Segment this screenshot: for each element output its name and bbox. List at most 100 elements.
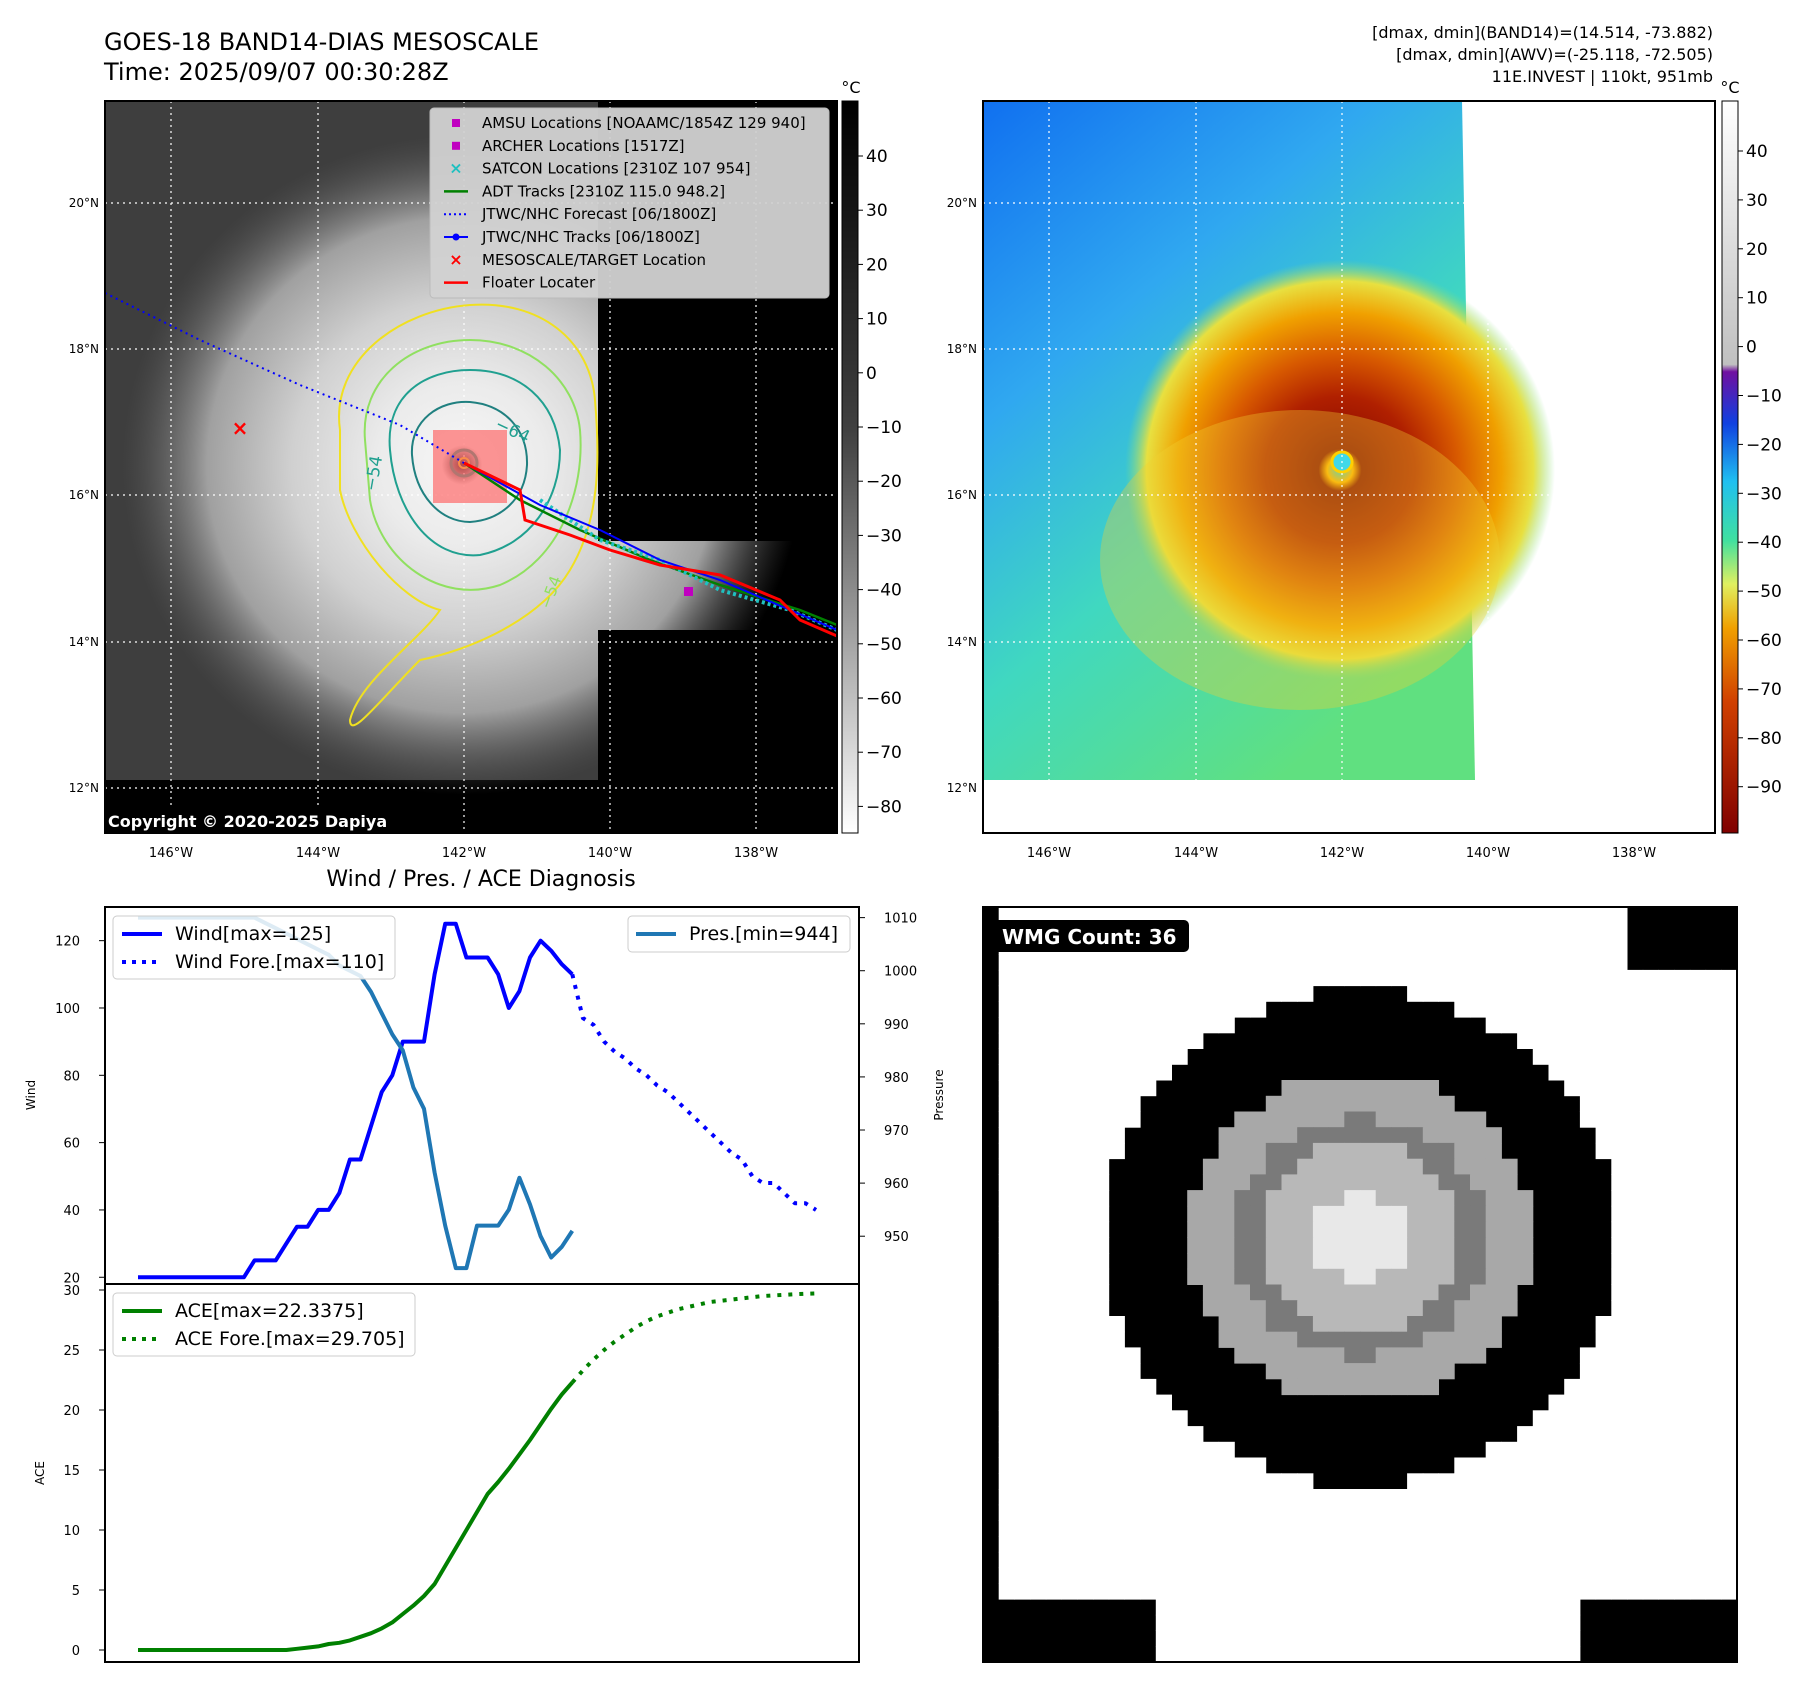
wmg-cell — [1265, 954, 1282, 971]
copyright-box — [105, 808, 415, 833]
wmg-cell — [1202, 1630, 1220, 1647]
wmg-cell — [998, 1536, 1015, 1553]
wmg-cell — [1485, 1551, 1502, 1569]
wmg-cell — [1140, 969, 1157, 987]
wmg-cell — [1312, 1142, 1330, 1160]
wmg-cell — [1517, 1473, 1534, 1490]
wmg-cell — [1108, 1473, 1125, 1490]
wmg-cell — [1265, 1253, 1282, 1270]
wmg-cell — [1485, 1142, 1502, 1160]
wmg-cell — [1407, 1127, 1424, 1144]
wmg-cell — [1705, 1536, 1722, 1553]
wmg-cell — [1360, 907, 1377, 924]
wmg-cell — [1501, 985, 1518, 1002]
wmg-cell — [1234, 1205, 1251, 1223]
wmg-cell — [1281, 1316, 1298, 1333]
wmg-cell — [1218, 1520, 1235, 1537]
wmg-cell — [1265, 1284, 1282, 1301]
wmg-cell — [1642, 1551, 1659, 1569]
awv-cbar-tick-label: −10 — [1746, 387, 1782, 407]
wmg-cell — [1045, 1504, 1062, 1521]
wmg-cell — [1297, 922, 1314, 939]
wmg-cell — [1360, 1630, 1377, 1647]
wmg-cell — [998, 1001, 1015, 1018]
wmg-cell — [1642, 1536, 1659, 1553]
wmg-cell — [1375, 1095, 1392, 1112]
wmg-cell — [1642, 1410, 1659, 1427]
wmg-cell — [1108, 1441, 1125, 1458]
wmg-cell — [1312, 969, 1330, 987]
wmg-cell — [1470, 1284, 1487, 1301]
wmg-cell — [1014, 1551, 1031, 1569]
wmg-cell — [1658, 1316, 1675, 1333]
wmg-cell — [1375, 1614, 1392, 1631]
wmg-cell — [1438, 1268, 1455, 1285]
wmg-cell — [1517, 1221, 1534, 1238]
wmg-cell — [1328, 1583, 1345, 1600]
wmg-cell — [1187, 1426, 1204, 1443]
wmg-cell — [1454, 1127, 1471, 1144]
wmg-cell — [1470, 969, 1487, 987]
wmg-cell — [1517, 1457, 1534, 1474]
ir-cbar-tick-label: 10 — [866, 310, 888, 330]
wmg-cell — [1077, 1536, 1094, 1553]
figure-title: GOES-18 BAND14-DIAS MESOSCALE — [104, 28, 539, 56]
wmg-cell — [1344, 1630, 1361, 1647]
wmg-cell — [1407, 1536, 1424, 1553]
wmg-cell — [1077, 1064, 1094, 1081]
wmg-cell — [1234, 1316, 1251, 1333]
wmg-cell — [1564, 1520, 1581, 1537]
wmg-cell — [1155, 1473, 1172, 1490]
wmg-cell — [1124, 1520, 1141, 1537]
wmg-cell — [1721, 1331, 1738, 1348]
wmg-cell — [1234, 1221, 1251, 1238]
wmg-cell — [1595, 1536, 1612, 1553]
wmg-cell — [1171, 1536, 1188, 1553]
wmg-cell — [1014, 969, 1031, 987]
wmg-cell — [1470, 1520, 1487, 1537]
wmg-cell — [1658, 1426, 1675, 1443]
wmg-cell — [1705, 1142, 1722, 1160]
wmg-cell — [1297, 1551, 1314, 1569]
wmg-cell — [1124, 985, 1141, 1002]
wmg-cell — [1721, 1457, 1738, 1474]
wmg-cell — [1595, 1520, 1612, 1537]
wmg-cell — [1627, 1174, 1644, 1191]
wmg-cell — [1093, 1080, 1110, 1097]
wmg-cell — [1312, 1583, 1330, 1600]
wmg-cell — [1014, 1111, 1031, 1128]
wmg-cell — [1470, 1237, 1487, 1254]
wmg-cell — [1061, 1158, 1078, 1175]
wmg-cell — [998, 1142, 1015, 1160]
wmg-cell — [1705, 1268, 1722, 1285]
wmg-cell — [1312, 907, 1330, 924]
wmg-cell — [1265, 1205, 1282, 1223]
wmg-cell — [1705, 1363, 1722, 1380]
wmg-cell — [1438, 1205, 1455, 1223]
wmg-cell — [1642, 1300, 1659, 1317]
wmg-cell — [1674, 1001, 1691, 1018]
wmg-cell — [1014, 907, 1031, 924]
wmg-cell — [1297, 1158, 1314, 1175]
wmg-cell — [1438, 1253, 1455, 1270]
wmg-cell — [1501, 1473, 1518, 1490]
wmg-cell — [1611, 1316, 1628, 1333]
wmg-cell — [1093, 1394, 1110, 1411]
wmg-cell — [1705, 1504, 1722, 1521]
wmg-cell — [1108, 1536, 1125, 1553]
wmg-cell — [1674, 1190, 1691, 1207]
wmg-cell — [1470, 1614, 1487, 1631]
wmg-cell — [1265, 1347, 1282, 1364]
wmg-cell — [1375, 1520, 1392, 1537]
wmg-cell — [1030, 1095, 1047, 1112]
wmg-cell — [1202, 1441, 1220, 1458]
wmg-cell — [1312, 1331, 1330, 1348]
wmg-cell — [1721, 1032, 1738, 1049]
wmg-cell — [1061, 1001, 1078, 1018]
wmg-cell — [1564, 1583, 1581, 1600]
wmg-cell — [1658, 1111, 1675, 1128]
wind-series-line — [138, 921, 574, 1280]
wmg-cell — [1360, 1504, 1377, 1521]
wmg-cell — [1454, 922, 1471, 939]
